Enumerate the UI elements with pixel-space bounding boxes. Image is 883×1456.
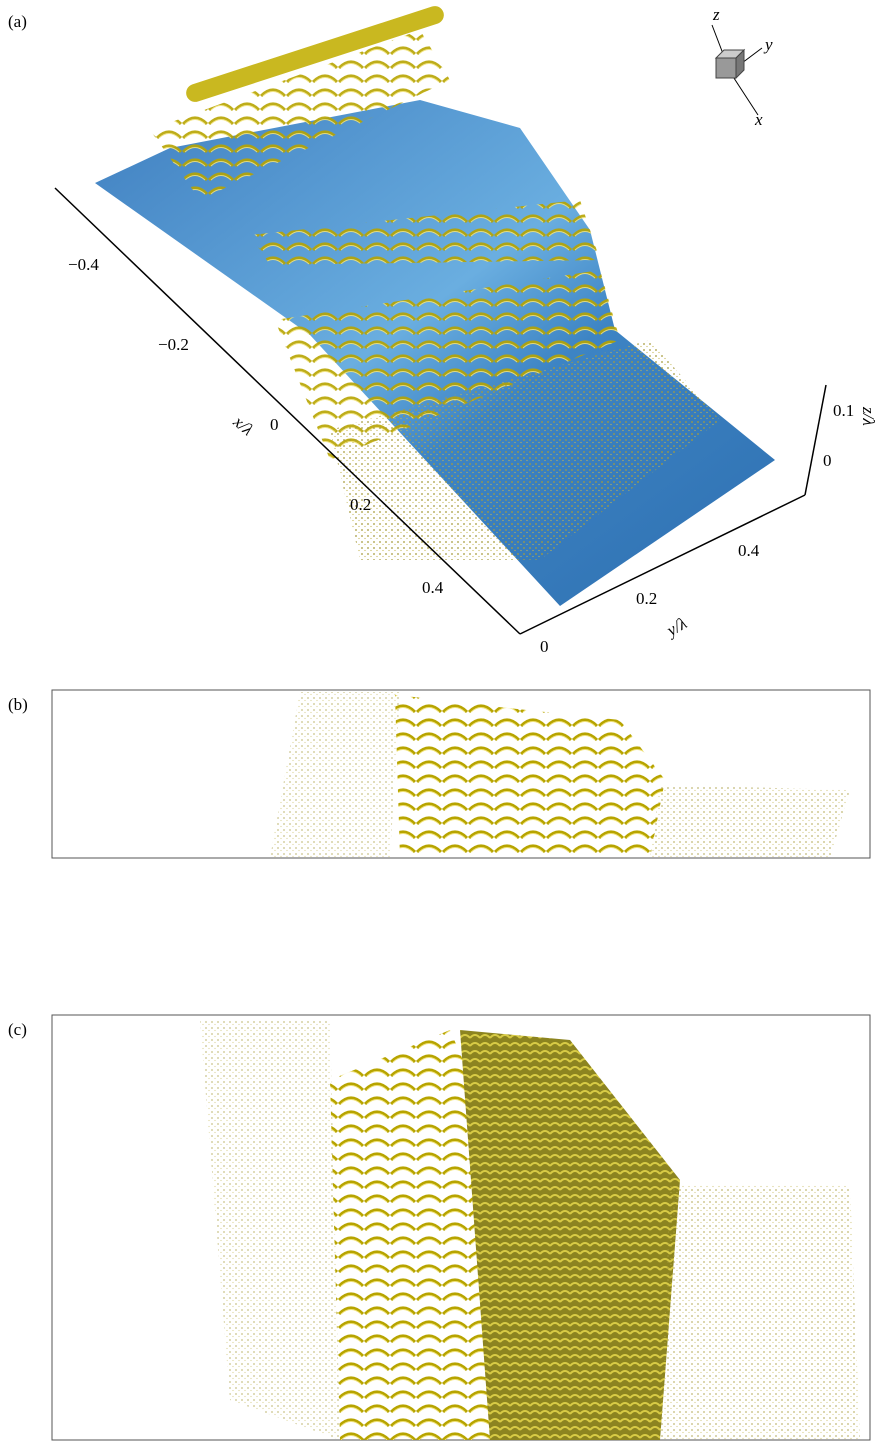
z-tick-label: 0.1 <box>833 401 854 420</box>
vortex-structures <box>460 1030 680 1440</box>
orientation-triad: z y x <box>712 5 773 129</box>
z-axis-title: z/λ <box>859 406 878 426</box>
figure: (a) z y x −0.4 −0.2 0 0.2 0.4 x/λ 0 0.2 … <box>0 0 883 1456</box>
triad-label: y <box>763 35 773 54</box>
small-structures <box>650 785 850 858</box>
panel-label: (c) <box>8 1020 27 1039</box>
panel-label: (b) <box>8 695 28 714</box>
triad-label: z <box>712 5 720 24</box>
page: {"panel_a":{"label":"(a)","triad":{"z":"… <box>0 0 883 1456</box>
x-tick-label: 0 <box>270 415 279 434</box>
vortex-structures <box>480 705 665 858</box>
panel-label: (a) <box>8 12 27 31</box>
x-axis-title: x/λ <box>229 411 257 439</box>
small-structures <box>270 692 400 858</box>
x-tick-label: −0.4 <box>68 255 99 274</box>
y-tick-label: 0.2 <box>636 589 657 608</box>
x-tick-label: −0.2 <box>158 335 189 354</box>
x-tick-label: 0.2 <box>350 495 371 514</box>
y-axis-title: y/λ <box>662 614 690 641</box>
small-structures <box>200 1020 340 1440</box>
x-tick-label: 0.4 <box>422 578 444 597</box>
y-tick-label: 0.4 <box>738 541 760 560</box>
z-tick-label: 0 <box>823 451 832 470</box>
y-tick-label: 0 <box>540 637 549 656</box>
small-structures <box>660 1185 860 1440</box>
triad-label: x <box>754 110 763 129</box>
